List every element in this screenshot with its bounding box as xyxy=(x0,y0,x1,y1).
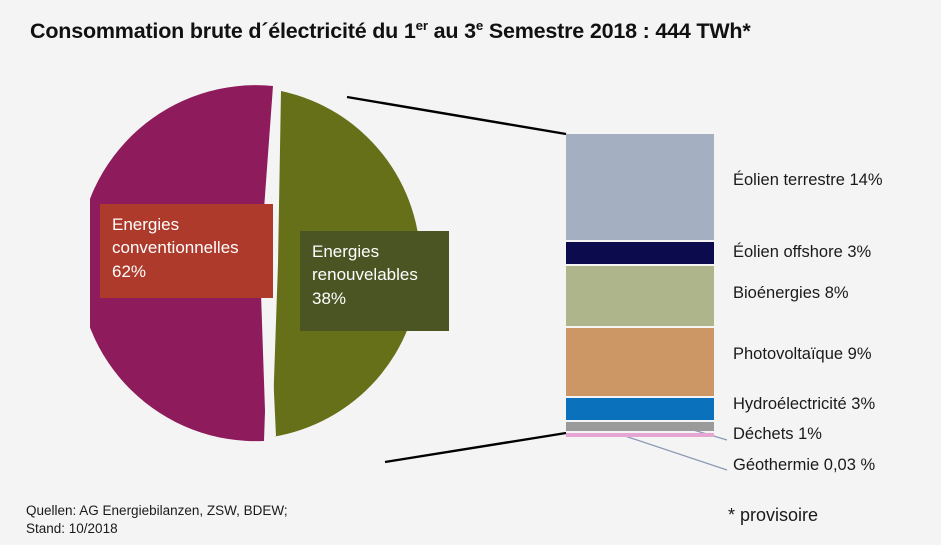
legend-label-waste: Déchets 1% xyxy=(733,425,822,443)
provisional-footnote: * provisoire xyxy=(728,505,819,525)
bar-segment-bioenergy[interactable] xyxy=(566,266,714,326)
legend-label-geothermal: Géothermie 0,03 % xyxy=(733,456,876,474)
bar-segment-photovoltaic[interactable] xyxy=(566,328,714,396)
title-sup-e: e xyxy=(475,17,484,33)
title-sup-er: er xyxy=(415,17,428,33)
pie-label-renewable: Energies renouvelables 38% xyxy=(300,231,449,331)
chart-title: Consommation brute d´électricité du 1er … xyxy=(30,19,910,44)
title-suffix: Semestre 2018 : 444 TWh* xyxy=(483,19,751,43)
legend-label-wind-offshore: Éolien offshore 3% xyxy=(733,243,872,261)
bar-segment-wind-offshore[interactable] xyxy=(566,242,714,264)
bar-segment-hydro[interactable] xyxy=(566,398,714,420)
legend-label-wind-onshore: Éolien terrestre 14% xyxy=(733,171,883,189)
pie-label-conventional: Energies conventionnelles 62% xyxy=(100,204,273,298)
stacked-bar xyxy=(566,134,714,437)
legend-label-photovoltaic: Photovoltaïque 9% xyxy=(733,345,872,363)
source-note: Quellen: AG Energiebilanzen, ZSW, BDEW; … xyxy=(26,503,288,537)
bar-segment-geothermal[interactable] xyxy=(566,433,714,437)
title-middle: au 3 xyxy=(427,19,476,43)
bar-segment-wind-onshore[interactable] xyxy=(566,134,714,240)
leader-line-geothermal xyxy=(624,435,728,471)
legend-label-bioenergy: Bioénergies 8% xyxy=(733,284,849,302)
bar-segment-waste[interactable] xyxy=(566,422,714,431)
legend-label-hydro: Hydroélectricité 3% xyxy=(733,395,876,413)
title-prefix: Consommation brute d´électricité du 1 xyxy=(30,19,416,43)
